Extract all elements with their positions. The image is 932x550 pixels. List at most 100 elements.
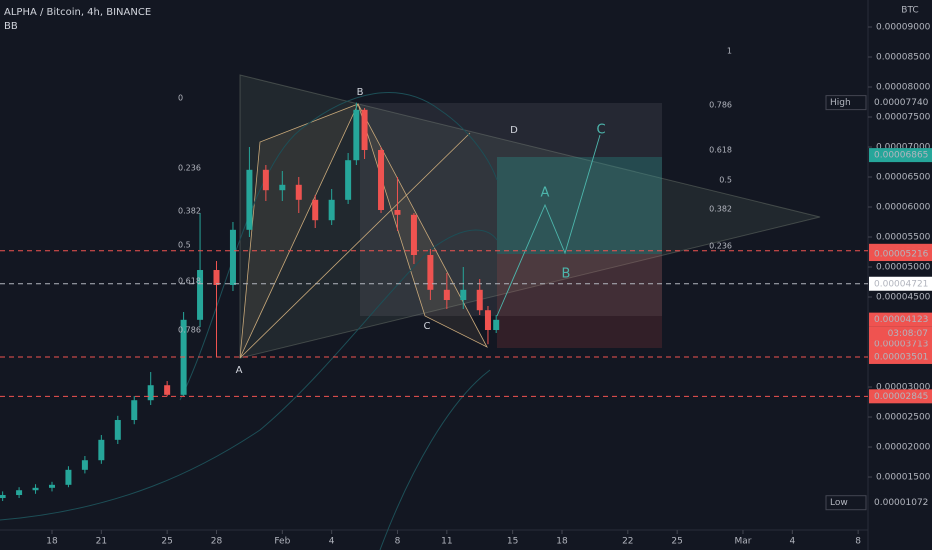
x-tick-label: Mar (734, 537, 751, 547)
price-badge-label: 0.00002845 (874, 392, 928, 402)
candle-body (476, 289, 483, 311)
x-tick-label: 21 (96, 537, 107, 547)
candle-body (262, 169, 269, 191)
bb-band (0, 229, 498, 521)
y-tick-label: 0.00006000 (876, 203, 931, 213)
x-tick-label: 25 (671, 537, 682, 547)
candle-body (114, 420, 121, 440)
currency: BTC (901, 6, 918, 16)
price-badge (869, 148, 932, 163)
harmonic-leg (357, 103, 488, 348)
pattern-point: B (357, 87, 364, 98)
y-tick-label: 0.00003000 (876, 383, 931, 393)
candle-body (345, 160, 352, 200)
x-tick-label: 28 (211, 537, 223, 547)
y-tick-label: 0.00005500 (876, 233, 931, 243)
price-badge (869, 312, 932, 327)
x-tick-label: 4 (789, 537, 795, 547)
pattern-point: C (424, 321, 431, 332)
x-tick-label: 18 (556, 537, 568, 547)
y-tick-label: 0.00007500 (876, 113, 931, 123)
candle-body (312, 199, 319, 221)
fib-label: 0.236 (709, 242, 732, 251)
candle-body (213, 270, 220, 286)
candle-body (147, 385, 154, 401)
countdown-bg (869, 326, 932, 341)
fib-label: 0.786 (178, 326, 201, 335)
pattern-point: D (510, 125, 518, 136)
y-tick-label: 0.00007000 (876, 143, 931, 153)
fib-label: 0.236 (178, 164, 201, 173)
candle-body (484, 310, 491, 331)
price-tag: High (830, 98, 851, 108)
projection-path (496, 134, 601, 317)
harmonic-leg (239, 132, 471, 359)
fib-label: 0.382 (709, 205, 732, 214)
candle-body (394, 210, 401, 215)
candle-body (460, 289, 467, 301)
y-tick-label: 0.00005000 (876, 263, 931, 273)
stop-zone (497, 254, 662, 348)
price-badge-label: 0.00004721 (874, 279, 928, 289)
price-tag-bg (825, 95, 867, 111)
x-tick-label: 15 (507, 537, 518, 547)
fib-label: 0.618 (709, 146, 732, 155)
y-tick-label: 0.00008000 (876, 83, 931, 93)
price-badge (869, 95, 932, 110)
x-tick-label: 25 (161, 537, 172, 547)
fib-label: 0.5 (719, 176, 732, 185)
price-badge-label: 0.00006865 (874, 151, 928, 161)
candle-body (48, 484, 55, 488)
price-badge (869, 337, 932, 352)
candle-body (378, 150, 385, 211)
candle-body (81, 460, 88, 470)
bb-band (379, 369, 491, 550)
candle-body (361, 109, 368, 151)
price-badge-label: 0.00004123 (874, 315, 928, 325)
fib-label: 1 (727, 47, 732, 56)
x-tick-label: 22 (622, 537, 633, 547)
bb-band (179, 92, 498, 401)
candle-body (443, 289, 450, 301)
y-tick-label: 0.00006500 (876, 173, 931, 183)
y-tick-label: 0.00002000 (876, 443, 931, 453)
price-badge-label: 0.00007740 (874, 98, 929, 108)
candle-body (353, 109, 360, 161)
candle-body (427, 255, 434, 290)
x-tick-label: Feb (274, 537, 290, 547)
y-tick-label: 0.00001500 (876, 473, 931, 483)
candle-body (32, 487, 39, 491)
candle-body (328, 199, 335, 221)
y-tick-label: 0.00002500 (876, 413, 931, 423)
candle-body (98, 439, 105, 461)
x-tick-label: 8 (855, 537, 861, 547)
countdown: 03:08:07 (888, 329, 928, 339)
x-tick-label: 18 (46, 537, 58, 547)
candle-body (197, 270, 204, 320)
candle-body (164, 385, 171, 395)
fib-label: 0.5 (178, 241, 191, 250)
x-tick-label: 11 (441, 537, 452, 547)
drawings (0, 74, 821, 550)
candle-body (0, 495, 6, 499)
candle-body (493, 319, 500, 331)
projection-point: C (596, 123, 605, 138)
triangle (239, 74, 821, 359)
candle-body (65, 469, 72, 485)
price-badge-label: 0.00005216 (874, 250, 929, 260)
fib-label: 0.618 (178, 277, 201, 286)
price-badge-label: 0.00003501 (874, 352, 928, 362)
candle-body (229, 229, 236, 286)
price-badge-label: 0.00003713 (874, 340, 928, 350)
candle-body (295, 184, 302, 200)
fib-label: 0.382 (178, 207, 201, 216)
y-tick-label: 0.00004500 (876, 293, 931, 303)
fib-label: 0 (178, 94, 183, 103)
price-tag-bg (825, 495, 867, 511)
candle-body (131, 400, 138, 421)
price-tag: Low (830, 498, 848, 508)
indicator: BB (4, 21, 18, 32)
x-tick-label: 8 (395, 537, 401, 547)
candle-body (16, 490, 23, 496)
